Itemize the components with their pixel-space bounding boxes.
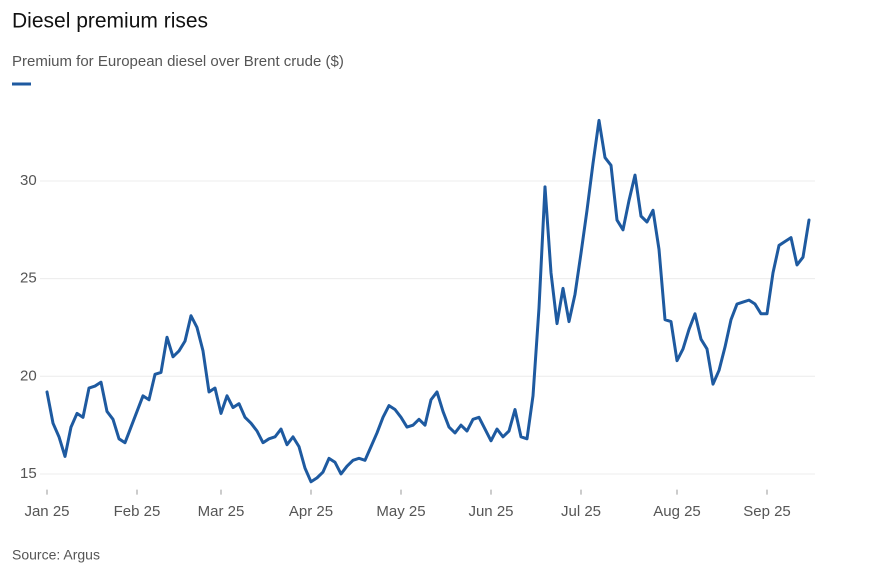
y-tick-label: 30 bbox=[20, 172, 37, 189]
x-tick-label: Feb 25 bbox=[114, 503, 161, 520]
x-tick-label: Mar 25 bbox=[198, 503, 245, 520]
x-tick-label: May 25 bbox=[376, 503, 425, 520]
x-tick-label: Jun 25 bbox=[468, 503, 513, 520]
y-tick-label: 15 bbox=[20, 465, 37, 482]
data-line bbox=[45, 118, 811, 484]
source: Source: Argus bbox=[12, 547, 100, 563]
x-tick-label: Jan 25 bbox=[24, 503, 69, 520]
y-tick-label: 20 bbox=[20, 367, 37, 384]
y-tick-label: 25 bbox=[20, 270, 37, 287]
x-tick-label: Sep 25 bbox=[743, 503, 791, 520]
x-tick-label: Aug 25 bbox=[653, 503, 701, 520]
chart-title: Diesel premium rises bbox=[12, 10, 208, 33]
x-tick-label: Jul 25 bbox=[561, 503, 601, 520]
chart-subtitle: Premium for European diesel over Brent c… bbox=[12, 53, 344, 70]
x-tick-label: Apr 25 bbox=[289, 503, 333, 520]
